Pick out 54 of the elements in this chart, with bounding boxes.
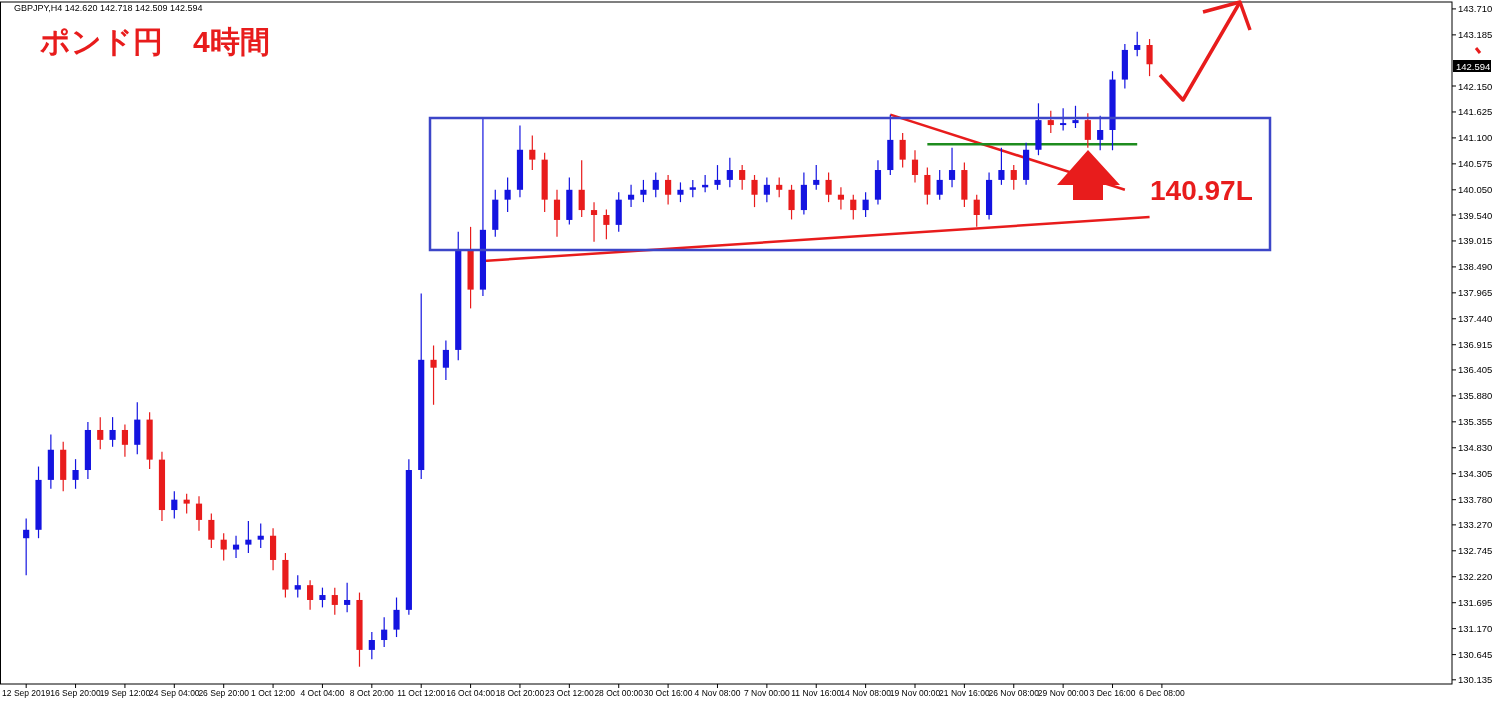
x-tick-label: 19 Sep 12:00 — [99, 688, 151, 698]
y-tick-label: 143.710 — [1458, 3, 1493, 15]
x-tick-label: 21 Nov 16:00 — [939, 688, 990, 698]
y-tick-label: 130.135 — [1458, 674, 1493, 686]
x-tick-label: 6 Dec 08:00 — [1138, 688, 1186, 698]
x-tick-label: 18 Oct 20:00 — [495, 688, 545, 698]
x-tick-label: 26 Sep 20:00 — [198, 688, 250, 698]
level-label: 140.97L — [1150, 175, 1253, 206]
x-tick-label: 4 Oct 04:00 — [300, 688, 345, 698]
y-tick-label: 139.015 — [1458, 235, 1493, 247]
x-tick-label: 12 Sep 2019 — [2, 688, 51, 698]
y-tick-label: 136.915 — [1458, 339, 1493, 351]
y-tick-label: 140.575 — [1458, 158, 1493, 170]
x-tick-label: 7 Nov 00:00 — [743, 688, 791, 698]
y-tick-label: 139.540 — [1458, 209, 1493, 221]
y-tick-label: 134.305 — [1458, 468, 1493, 480]
y-tick-label: 130.645 — [1458, 649, 1493, 661]
x-tick-label: 4 Nov 08:00 — [694, 688, 741, 698]
y-tick-label: 133.780 — [1458, 494, 1493, 506]
x-tick-label: 30 Oct 16:00 — [643, 688, 693, 698]
x-tick-label: 16 Oct 04:00 — [446, 688, 496, 698]
y-tick-label: 135.355 — [1458, 416, 1493, 428]
y-tick-label: 136.405 — [1458, 364, 1493, 376]
y-tick-label: 132.745 — [1458, 545, 1493, 557]
y-tick-label: 133.270 — [1458, 519, 1493, 531]
y-tick-label: 141.625 — [1458, 106, 1493, 118]
y-tick-label: 134.830 — [1458, 442, 1493, 454]
y-tick-label: 137.440 — [1458, 313, 1493, 325]
y-tick-label: 131.170 — [1458, 623, 1493, 635]
y-tick-label: 143.185 — [1458, 29, 1493, 41]
price-marker: 142.594 — [1453, 60, 1491, 72]
y-tick-label: 140.050 — [1458, 184, 1493, 196]
y-tick-label: 142.150 — [1458, 80, 1493, 92]
x-tick-label: 1 Oct 12:00 — [251, 688, 296, 698]
y-tick-label: 141.100 — [1458, 132, 1493, 144]
x-tick-label: 3 Dec 16:00 — [1089, 688, 1136, 698]
title: ポンド円 4時間 — [40, 25, 270, 58]
x-tick-label: 11 Nov 16:00 — [791, 688, 842, 698]
x-tick-label: 11 Oct 12:00 — [397, 688, 446, 698]
x-tick-label: 26 Nov 08:00 — [988, 688, 1040, 698]
x-tick-label: 19 Nov 00:00 — [889, 688, 941, 698]
y-tick-label: 137.965 — [1458, 287, 1493, 299]
y-tick-label: 132.220 — [1458, 571, 1493, 583]
x-tick-label: 14 Nov 08:00 — [840, 688, 892, 698]
y-tick-label: 135.880 — [1458, 390, 1493, 402]
x-tick-label: 24 Sep 04:00 — [149, 688, 200, 698]
x-tick-label: 16 Sep 20:00 — [50, 688, 102, 698]
x-tick-label: 23 Oct 12:00 — [545, 688, 594, 698]
y-tick-label: 138.490 — [1458, 261, 1493, 273]
x-tick-label: 29 Nov 00:00 — [1037, 688, 1089, 698]
x-tick-label: 28 Oct 00:00 — [594, 688, 644, 698]
header: GBPJPY,H4 142.620 142.718 142.509 142.594 — [14, 3, 203, 13]
y-tick-label: 131.695 — [1458, 597, 1493, 609]
x-tick-label: 8 Oct 20:00 — [349, 688, 395, 698]
